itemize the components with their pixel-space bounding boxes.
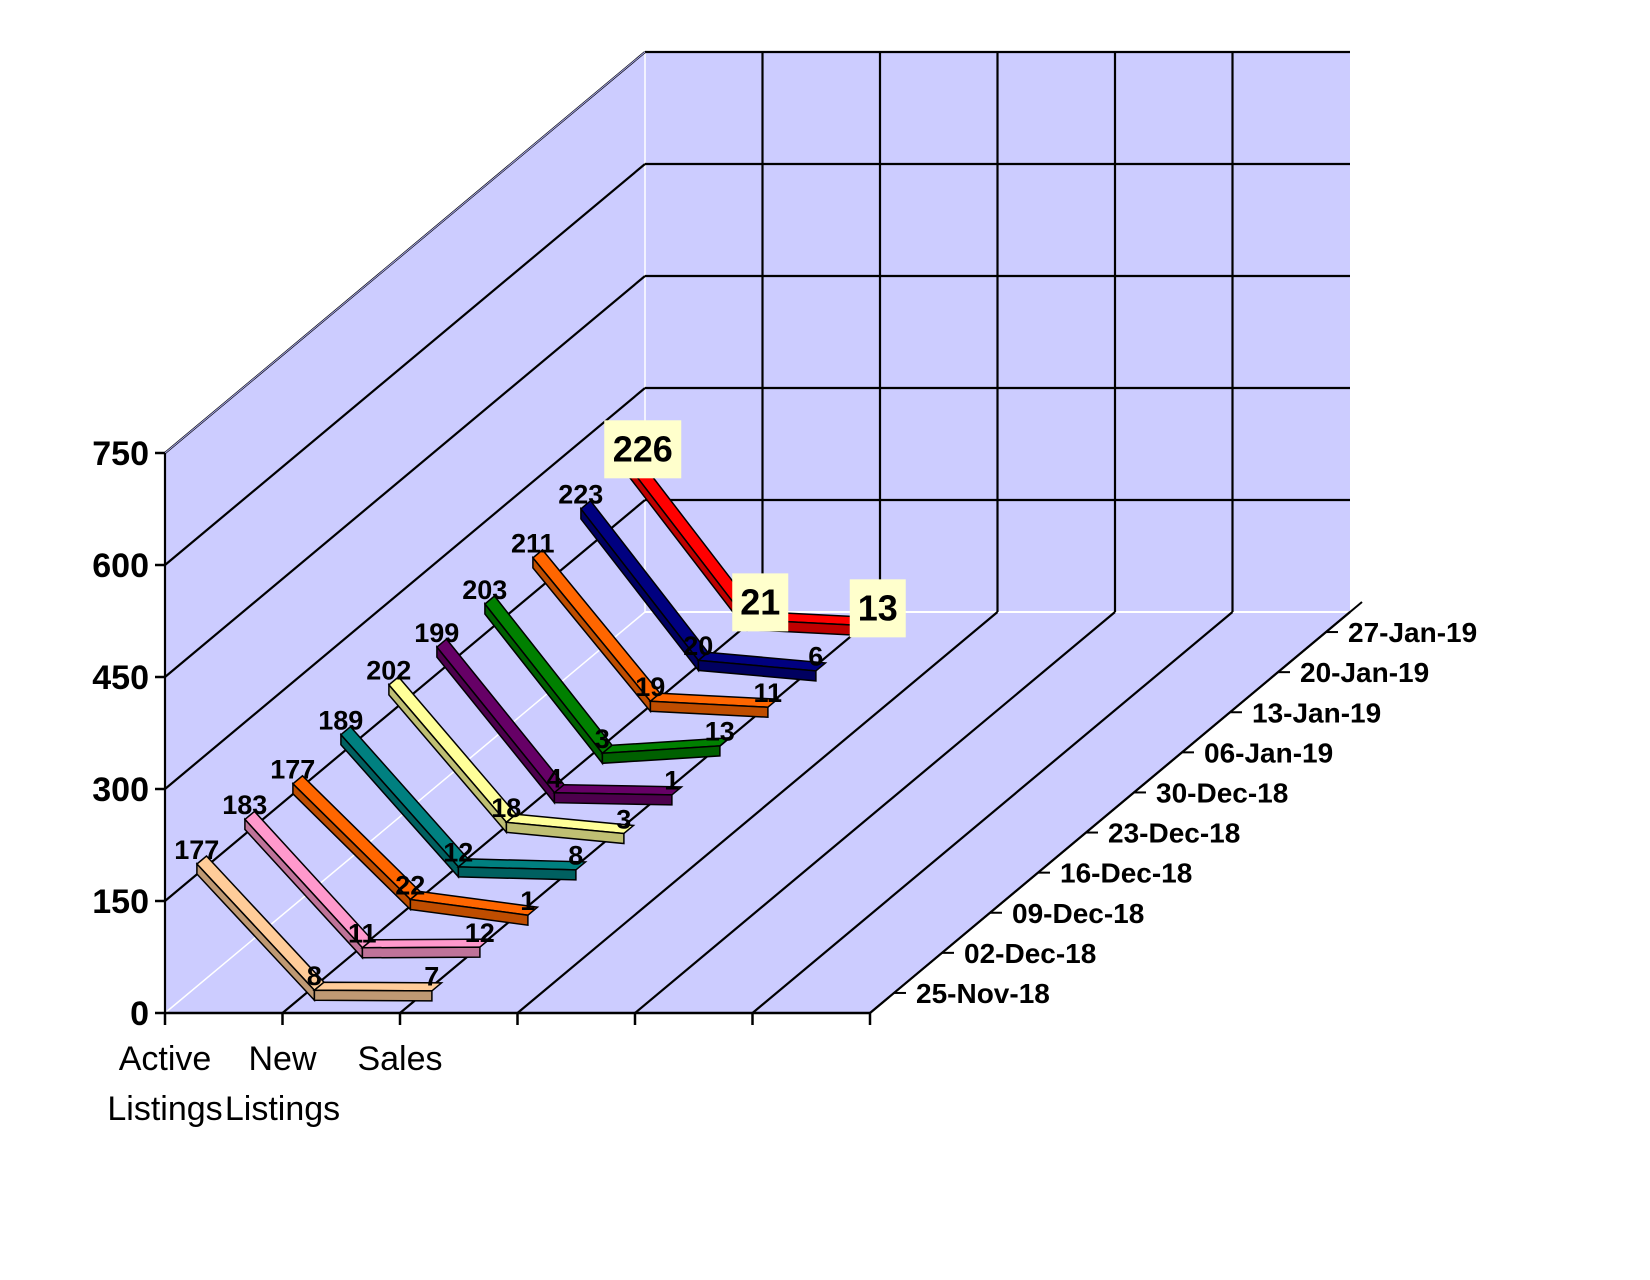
series-axis-label: 13-Jan-19	[1252, 697, 1381, 728]
data-label: 226	[613, 428, 673, 469]
data-label: 189	[318, 706, 363, 736]
data-label: 11	[348, 919, 377, 949]
data-label: 11	[753, 678, 782, 708]
series-ribbon-face	[313, 989, 433, 1002]
series-ribbon-face	[457, 866, 577, 881]
data-label: 13	[858, 587, 898, 628]
series-axis-label: 30-Dec-18	[1156, 777, 1288, 808]
series-axis-label: 20-Jan-19	[1300, 657, 1429, 688]
y-tick-label: 300	[92, 771, 149, 809]
series-axis-label: 23-Dec-18	[1108, 818, 1240, 849]
data-label: 13	[705, 717, 735, 747]
series-ribbon-face	[649, 700, 769, 718]
category-label: Listings	[107, 1090, 222, 1128]
data-label: 19	[635, 672, 665, 702]
data-label: 199	[414, 618, 459, 648]
data-label: 211	[511, 529, 555, 559]
series-ribbon-face	[601, 745, 721, 765]
chart-series	[195, 457, 876, 1003]
data-label: 3	[595, 724, 610, 754]
top-left-edge	[164, 51, 646, 454]
data-label: 4	[547, 763, 562, 793]
data-label: 6	[808, 642, 823, 672]
series-axis-label: 16-Dec-18	[1060, 858, 1192, 889]
data-label: 8	[307, 961, 322, 991]
data-label: 177	[270, 755, 315, 785]
y-tick-label: 600	[92, 547, 149, 585]
series-axis-label: 06-Jan-19	[1204, 737, 1333, 768]
data-label: 3	[616, 804, 631, 834]
data-label-box	[604, 420, 682, 479]
data-label: 20	[683, 631, 713, 661]
data-label: 177	[174, 835, 219, 865]
depth-axis-line	[869, 601, 1363, 1014]
data-label: 22	[395, 870, 425, 900]
data-label: 8	[568, 841, 583, 871]
data-label: 12	[465, 918, 495, 948]
chart-axes: 0 150 300 450 600 750 Active Listings New Listing…	[92, 435, 1477, 1128]
x-gridline-floor	[751, 611, 1234, 1014]
y-tick-label: 150	[92, 883, 149, 921]
series-axis-label: 02-Dec-18	[964, 938, 1096, 969]
data-label: 7	[424, 962, 439, 992]
y-tick-label: 750	[92, 435, 149, 473]
series-axis-label: 25-Nov-18	[916, 978, 1050, 1009]
category-label: Active	[119, 1040, 212, 1078]
x-gridline-floor	[634, 611, 1116, 1014]
left-wall	[165, 52, 645, 1013]
data-label: 18	[491, 793, 521, 823]
series-ribbon-face	[505, 821, 625, 845]
data-label: 202	[366, 656, 411, 686]
data-label: 21	[740, 581, 780, 622]
data-label: 183	[222, 790, 267, 820]
data-label: 12	[443, 838, 473, 868]
category-label: New	[248, 1040, 316, 1078]
category-label: Sales	[357, 1040, 442, 1078]
data-label: 223	[558, 480, 603, 510]
x-gridline-floor	[516, 611, 999, 1014]
series-ribbon-face	[553, 791, 673, 806]
series-ribbon-face	[409, 898, 529, 927]
data-label: 1	[664, 766, 679, 796]
chart-gridlines	[163, 50, 1351, 1014]
data-label: 1	[520, 886, 535, 916]
y-gridline-left-wall	[164, 275, 646, 678]
y-gridline-left-wall	[164, 163, 646, 566]
data-label-box	[732, 573, 789, 632]
data-label: 203	[462, 575, 507, 605]
series-axis-label: 09-Dec-18	[1012, 898, 1144, 929]
series-ribbon-face	[697, 659, 817, 682]
y-gridline-left-wall	[164, 387, 646, 790]
series-ribbon-face	[361, 946, 481, 959]
y-tick-label: 0	[130, 995, 149, 1033]
category-label: Listings	[225, 1090, 340, 1128]
series-axis-label: 27-Jan-19	[1348, 617, 1477, 648]
data-label-box	[849, 579, 906, 638]
y-tick-label: 450	[92, 659, 149, 697]
